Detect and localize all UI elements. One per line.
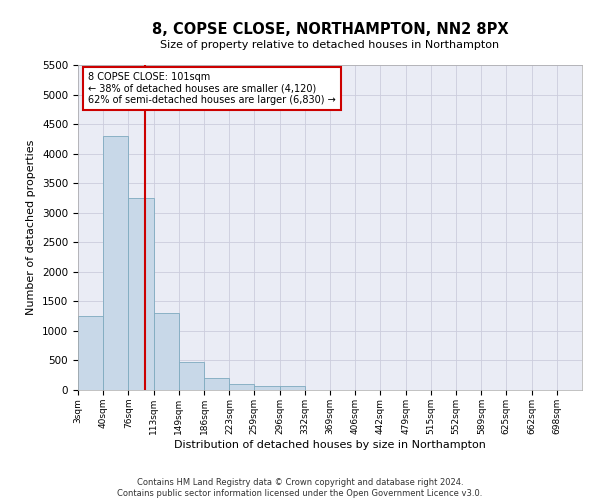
Text: 8, COPSE CLOSE, NORTHAMPTON, NN2 8PX: 8, COPSE CLOSE, NORTHAMPTON, NN2 8PX [152,22,508,38]
Bar [154,313,179,390]
Y-axis label: Number of detached properties: Number of detached properties [26,140,37,315]
Bar [229,384,254,390]
Bar [280,386,305,390]
Bar [179,362,204,390]
Bar [78,316,103,390]
Bar [128,198,154,390]
Bar [204,378,229,390]
Bar [254,386,280,390]
Text: Contains HM Land Registry data © Crown copyright and database right 2024.
Contai: Contains HM Land Registry data © Crown c… [118,478,482,498]
Text: 8 COPSE CLOSE: 101sqm
← 38% of detached houses are smaller (4,120)
62% of semi-d: 8 COPSE CLOSE: 101sqm ← 38% of detached … [88,72,336,104]
X-axis label: Distribution of detached houses by size in Northampton: Distribution of detached houses by size … [174,440,486,450]
Text: Size of property relative to detached houses in Northampton: Size of property relative to detached ho… [160,40,500,50]
Bar [103,136,128,390]
